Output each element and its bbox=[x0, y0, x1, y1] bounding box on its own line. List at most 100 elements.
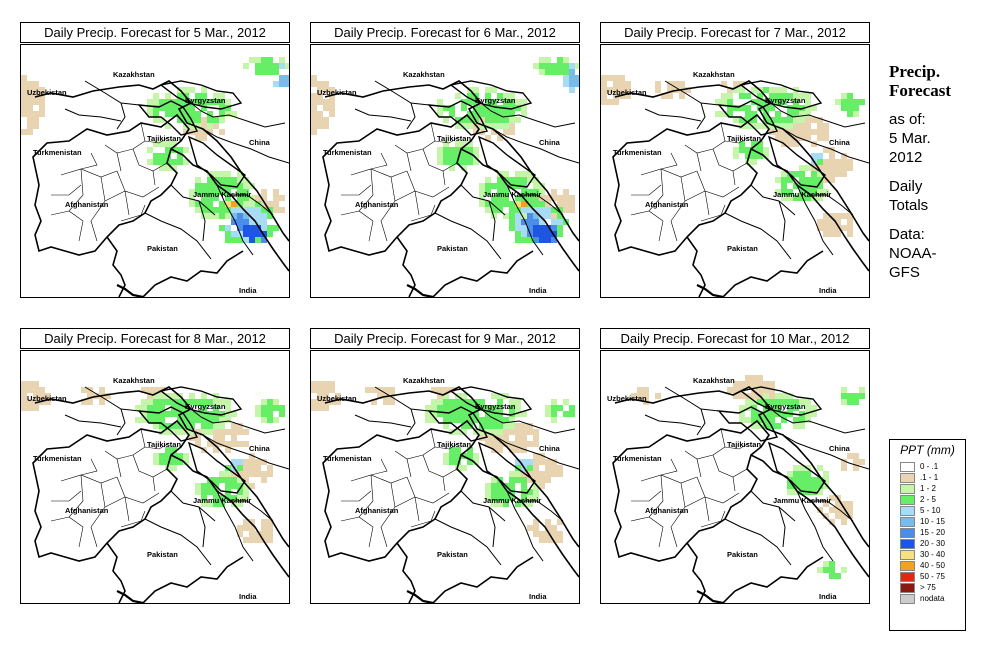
pakistan-border bbox=[686, 148, 869, 297]
precip-cell bbox=[811, 171, 817, 177]
precip-cell bbox=[551, 405, 557, 411]
precip-cell bbox=[805, 111, 811, 117]
precip-cell bbox=[613, 81, 619, 87]
precip-cell bbox=[533, 531, 539, 537]
precip-cell bbox=[219, 207, 225, 213]
precip-cell bbox=[515, 477, 521, 483]
precip-cell bbox=[823, 231, 829, 237]
precip-cell bbox=[521, 483, 527, 489]
precip-cell bbox=[473, 147, 479, 153]
precip-cell bbox=[437, 153, 443, 159]
precip-cell bbox=[781, 417, 787, 423]
precip-cell bbox=[817, 177, 823, 183]
precip-cell bbox=[225, 213, 231, 219]
precip-cell bbox=[195, 135, 201, 141]
precip-cell bbox=[317, 405, 323, 411]
precip-map-svg: KazakhstanUzbekistanKyrgyzstanTajikistan… bbox=[311, 376, 579, 603]
precip-cell bbox=[261, 225, 267, 231]
precip-cell bbox=[219, 471, 225, 477]
precip-cell bbox=[509, 417, 515, 423]
precip-cell bbox=[461, 165, 467, 171]
legend-label: 40 - 50 bbox=[920, 561, 945, 570]
precip-cell bbox=[569, 195, 575, 201]
precip-map-svg: KazakhstanUzbekistanKyrgyzstanTajikistan… bbox=[607, 375, 869, 603]
precip-cell bbox=[745, 381, 751, 387]
precip-cell bbox=[775, 129, 781, 135]
precip-cell bbox=[449, 459, 455, 465]
map-label-afghanistan: Afghanistan bbox=[645, 506, 689, 515]
precip-cell bbox=[515, 195, 521, 201]
precip-cell bbox=[509, 399, 515, 405]
map-label-jammu-kashmir: Jammu Kashmir bbox=[483, 496, 541, 505]
map-label-pakistan: Pakistan bbox=[147, 550, 178, 559]
precip-cell bbox=[207, 483, 213, 489]
type-line1: Daily bbox=[889, 178, 923, 195]
precip-cell bbox=[27, 399, 33, 405]
precip-cell bbox=[817, 183, 823, 189]
province-border bbox=[406, 458, 412, 478]
precip-cell bbox=[317, 381, 323, 387]
legend-item: 50 - 75 bbox=[900, 571, 965, 582]
precip-cell bbox=[485, 135, 491, 141]
precip-cell bbox=[515, 225, 521, 231]
legend-label: 20 - 30 bbox=[920, 539, 945, 548]
precip-cell bbox=[539, 57, 545, 63]
tajikistan-border bbox=[427, 406, 489, 442]
precip-cell bbox=[461, 423, 467, 429]
precip-cell bbox=[267, 465, 273, 471]
precip-cell bbox=[557, 201, 563, 207]
precip-cell bbox=[189, 399, 195, 405]
precip-map-svg: KazakhstanUzbekistanKyrgyzstanTajikistan… bbox=[311, 57, 579, 297]
legend-label: 15 - 20 bbox=[920, 528, 945, 537]
precip-cell bbox=[311, 129, 317, 135]
precip-cell bbox=[853, 465, 859, 471]
precip-cell bbox=[527, 459, 533, 465]
precip-cell bbox=[817, 477, 823, 483]
precip-cell bbox=[201, 417, 207, 423]
precip-cell bbox=[781, 117, 787, 123]
precip-cell bbox=[817, 225, 823, 231]
precip-cell bbox=[443, 141, 449, 147]
precip-cell bbox=[105, 393, 111, 399]
precip-map: Kazakhstan Uzbekistan Kyrgyzstan Tajikistan… bbox=[20, 44, 290, 298]
precip-cell bbox=[601, 81, 607, 87]
precip-cell bbox=[787, 93, 793, 99]
precip-cell bbox=[243, 489, 249, 495]
map-label-kyrgyzstan: Kyrgyzstan bbox=[475, 96, 516, 105]
precip-cell bbox=[21, 381, 27, 387]
precip-cell bbox=[27, 405, 33, 411]
province-border bbox=[60, 474, 118, 484]
precip-cell bbox=[829, 507, 835, 513]
legend-swatch bbox=[900, 516, 915, 527]
precip-cell bbox=[515, 471, 521, 477]
precip-cell bbox=[195, 93, 201, 99]
precip-cell bbox=[829, 495, 835, 501]
regional-border bbox=[406, 102, 416, 130]
precip-cell bbox=[533, 495, 539, 501]
precip-cell bbox=[467, 447, 473, 453]
precip-cell bbox=[329, 87, 335, 93]
precip-cell bbox=[171, 447, 177, 453]
precip-cell bbox=[769, 87, 775, 93]
precip-cell bbox=[261, 417, 267, 423]
precip-cell bbox=[769, 381, 775, 387]
precip-cell bbox=[177, 153, 183, 159]
precip-cell bbox=[727, 111, 733, 117]
precip-cell bbox=[231, 231, 237, 237]
province-border bbox=[684, 496, 710, 522]
precip-cell bbox=[847, 225, 853, 231]
precip-cell bbox=[273, 201, 279, 207]
regional-border bbox=[460, 184, 506, 216]
precip-cell bbox=[515, 99, 521, 105]
precip-cell bbox=[509, 201, 515, 207]
precip-cell bbox=[835, 213, 841, 219]
map-label-turkmenistan: Turkmenistan bbox=[323, 454, 372, 463]
precip-cell bbox=[425, 411, 431, 417]
precip-cell bbox=[159, 453, 165, 459]
map-label-tajikistan: Tajikistan bbox=[437, 440, 471, 449]
precip-cell bbox=[243, 441, 249, 447]
precip-cell bbox=[243, 201, 249, 207]
precip-cell bbox=[515, 441, 521, 447]
precip-cell bbox=[267, 225, 273, 231]
precip-cell bbox=[739, 411, 745, 417]
